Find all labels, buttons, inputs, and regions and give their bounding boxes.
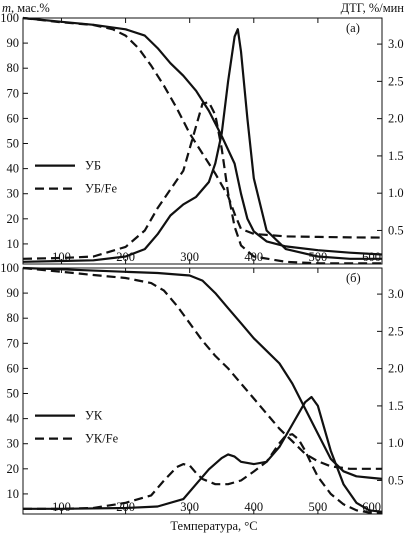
y-left-tick-label-a: 100 [0, 11, 19, 25]
y-left-axis-label-unit: , мас.% [11, 1, 50, 15]
series-mass-solid-a [22, 16, 383, 256]
y-left-tick-label-b: 100 [0, 261, 19, 275]
y-left-axis-label: m, мас.% [2, 1, 50, 15]
series-dtg-solid-b [23, 395, 383, 513]
series-dtg-dashed-a [22, 101, 382, 265]
x-axis-label: Температура, °C [170, 519, 257, 533]
y-right-tick-label-a: 2.5 [388, 74, 404, 88]
legend-label-b: УК/Fe [85, 432, 119, 446]
x-tick-label-b: 500 [309, 500, 328, 514]
series-dtg-solid-a [22, 28, 382, 263]
y-left-tick-label-b: 70 [7, 336, 20, 350]
plot-frame-a [22, 17, 383, 265]
y-left-tick-label-b: 20 [7, 462, 20, 476]
y-right-tick-label-b: 1.5 [388, 399, 404, 413]
x-tick-label-b: 300 [180, 500, 199, 514]
y-left-tick-label-a: 20 [7, 212, 20, 226]
y-right-axis-label: ДТГ, %/мин [341, 1, 405, 15]
panel-b: 100 200 300 400 500 6001020304050607080901000… [0, 261, 404, 515]
legend-label-b: УК [85, 409, 103, 423]
x-tick-label-a: 600 [362, 250, 381, 264]
y-right-tick-label-a: 2.0 [388, 112, 404, 126]
y-left-tick-label-a: 30 [7, 187, 20, 201]
x-tick-label-b: 400 [244, 500, 263, 514]
series-mass-solid-b [22, 266, 383, 480]
series-mass-dashed-b [22, 266, 382, 470]
x-tick-label-a: 300 [180, 250, 199, 264]
x-tick-label-b: 100 [52, 500, 71, 514]
y-left-tick-label-a: 40 [7, 162, 20, 176]
y-right-tick-label-a: 1.0 [388, 186, 404, 200]
y-left-tick-label-b: 80 [7, 311, 20, 325]
y-left-tick-label-a: 90 [7, 36, 20, 50]
y-right-tick-label-a: 1.5 [388, 149, 404, 163]
y-right-tick-label-b: 1.0 [388, 436, 404, 450]
y-left-tick-label-b: 10 [7, 487, 20, 501]
series-dtg-dashed-b [23, 433, 382, 514]
y-right-tick-label-a: 0.5 [388, 223, 404, 237]
y-left-tick-label-b: 40 [7, 412, 20, 426]
y-left-tick-label-a: 80 [7, 61, 20, 75]
y-right-tick-label-b: 2.5 [388, 324, 404, 338]
panel-label-a: (а) [346, 21, 360, 35]
series-mass-dashed-a [22, 16, 383, 239]
y-left-tick-label-a: 10 [7, 237, 20, 251]
plot-frame-b [22, 267, 383, 515]
panel-label-b: (б) [346, 271, 361, 285]
panel-a: 100 200 300 400 500 6001020304050607080901000… [0, 11, 404, 265]
y-left-tick-label-b: 50 [7, 387, 20, 401]
y-left-tick-label-a: 60 [7, 111, 20, 125]
y-left-tick-label-b: 90 [7, 286, 20, 300]
y-left-tick-label-b: 30 [7, 437, 20, 451]
legend-label-a: УБ [85, 159, 101, 173]
y-left-tick-label-a: 70 [7, 86, 20, 100]
y-right-tick-label-b: 2.0 [388, 362, 404, 376]
y-left-axis-label-var: m [2, 1, 11, 15]
y-left-tick-label-a: 50 [7, 137, 20, 151]
y-right-tick-label-b: 0.5 [388, 473, 404, 487]
y-right-tick-label-a: 3.0 [388, 37, 404, 51]
y-left-tick-label-b: 60 [7, 361, 20, 375]
y-right-tick-label-b: 3.0 [388, 287, 404, 301]
legend-label-a: УБ/Fe [85, 182, 117, 196]
